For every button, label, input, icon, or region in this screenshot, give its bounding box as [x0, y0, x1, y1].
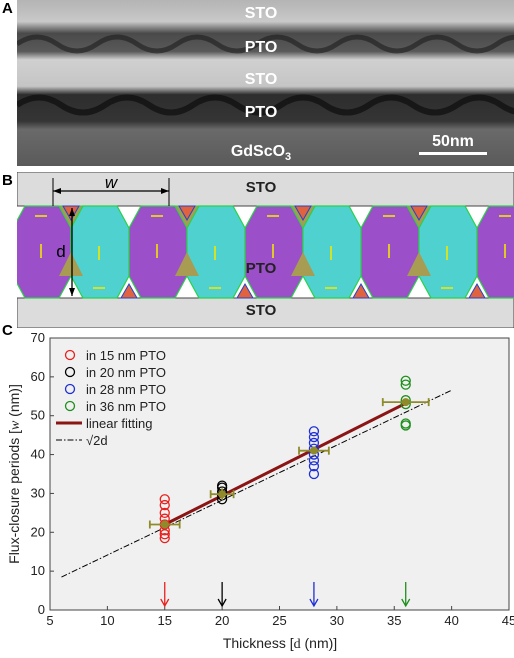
- legend-marker: [64, 349, 76, 361]
- domain-orange: [120, 282, 138, 299]
- domain-olive: [175, 252, 199, 276]
- domain-orange: [236, 282, 254, 299]
- data-point: [159, 499, 170, 511]
- y-tick-label: 0: [38, 602, 45, 617]
- thickness-arrow-head: [160, 598, 170, 608]
- data-point: [308, 431, 320, 443]
- schematic-pto-label: PTO: [246, 260, 277, 277]
- domain-olive: [59, 252, 83, 276]
- mean-point: [401, 398, 410, 407]
- x-tick-label: 10: [100, 613, 114, 628]
- legend-marker: [64, 383, 76, 395]
- domain-olive: [291, 252, 315, 276]
- reference-line: [61, 389, 452, 578]
- x-tick-label: 5: [46, 613, 53, 628]
- legend-label: linear fitting: [86, 416, 152, 431]
- domain-magenta: [244, 205, 304, 299]
- tem-image: STO PTO STO PTO GdScO3 50nm: [17, 0, 514, 166]
- x-tick-label: 45: [502, 613, 514, 628]
- schematic-sto-top-label: STO: [246, 179, 277, 196]
- x-tick-label: 35: [387, 613, 401, 628]
- domain-cyan: [186, 205, 246, 299]
- y-tick-label: 50: [31, 408, 45, 423]
- panel-b-letter: B: [2, 172, 13, 189]
- y-tick-label: 40: [31, 447, 45, 462]
- data-point: [159, 494, 170, 505]
- panel-a-letter: A: [2, 0, 13, 17]
- tem-image-panel: STO PTO STO PTO GdScO3 50nm: [17, 0, 514, 166]
- domain-magenta: [128, 205, 188, 299]
- domain-magenta: [476, 205, 514, 299]
- panel-c-letter: C: [2, 322, 13, 339]
- w-label: w: [105, 173, 119, 192]
- x-tick-label: 25: [272, 613, 286, 628]
- chart-svg: 5 10 15 20 25 30 35 40 45 0 10 20 30 40 50 60 70 in 15 nm…: [6, 330, 514, 652]
- thickness-arrow-head: [309, 598, 319, 608]
- mean-point: [218, 490, 227, 499]
- domain-orange: [294, 205, 312, 222]
- x-tick-label: 30: [330, 613, 344, 628]
- domain-cyan: [70, 205, 130, 299]
- x-tick-label: 20: [215, 613, 229, 628]
- legend-label: in 15 nm PTO: [86, 348, 166, 363]
- layer-label-pto-top: PTO: [245, 39, 278, 56]
- y-tick-label: 10: [31, 563, 45, 578]
- data-point: [400, 375, 411, 386]
- y-tick-label: 60: [31, 369, 45, 384]
- domain-orange: [410, 205, 428, 222]
- y-tick-label: 20: [31, 524, 45, 539]
- schematic-sto-bottom-label: STO: [246, 302, 277, 319]
- fit-line: [164, 401, 407, 526]
- layer-label-sto-mid: STO: [245, 71, 278, 88]
- y-axis-label: Flux-closure periods [w (nm)]: [6, 384, 23, 564]
- domain-olive: [407, 252, 431, 276]
- x-tick-label: 15: [158, 613, 172, 628]
- data-point: [308, 426, 320, 437]
- d-label: d: [56, 242, 65, 261]
- legend-label: in 20 nm PTO: [86, 365, 166, 380]
- flux-closure-schematic: STO PTO STO w d: [12, 171, 514, 329]
- domain-magenta: [360, 205, 420, 299]
- domain-cyan: [418, 205, 478, 299]
- scale-bar: [419, 152, 487, 155]
- legend-marker: [64, 366, 76, 378]
- data-point: [308, 461, 320, 472]
- legend-label: in 36 nm PTO: [86, 399, 166, 414]
- data-point: [308, 455, 320, 466]
- flux-closure-chart: 5 10 15 20 25 30 35 40 45 0 10 20 30 40 50 60 70 in 15 nm…: [0, 326, 514, 653]
- mean-point: [309, 446, 318, 455]
- x-tick-label: 40: [444, 613, 458, 628]
- data-point: [400, 379, 411, 390]
- scale-bar-label: 50nm: [432, 133, 474, 150]
- substrate-label: GdScO3: [231, 143, 291, 163]
- legend-label: in 28 nm PTO: [86, 382, 166, 397]
- legend-label: √2d: [86, 433, 108, 448]
- x-axis-label: Thickness [d (nm)]: [223, 635, 337, 652]
- domain-orange: [468, 282, 486, 299]
- thickness-arrow-head: [401, 598, 411, 608]
- data-point: [159, 532, 170, 544]
- schematic-drawing: STO PTO STO w d: [12, 171, 514, 329]
- data-point: [308, 468, 320, 480]
- y-tick-label: 70: [31, 330, 45, 345]
- mean-point: [160, 520, 169, 529]
- domain-cyan: [302, 205, 362, 299]
- data-point: [159, 507, 170, 519]
- layer-label-pto-bottom: PTO: [245, 104, 278, 121]
- data-point: [159, 529, 170, 540]
- data-point: [400, 418, 411, 429]
- y-tick-label: 30: [31, 485, 45, 500]
- layer-label-sto-top: STO: [245, 5, 278, 22]
- legend-marker: [64, 400, 76, 412]
- domain-olive: [489, 205, 514, 207]
- thickness-arrow-head: [217, 598, 227, 608]
- domain-orange: [178, 205, 196, 222]
- plot-area: [49, 337, 510, 611]
- domain-orange: [352, 282, 370, 299]
